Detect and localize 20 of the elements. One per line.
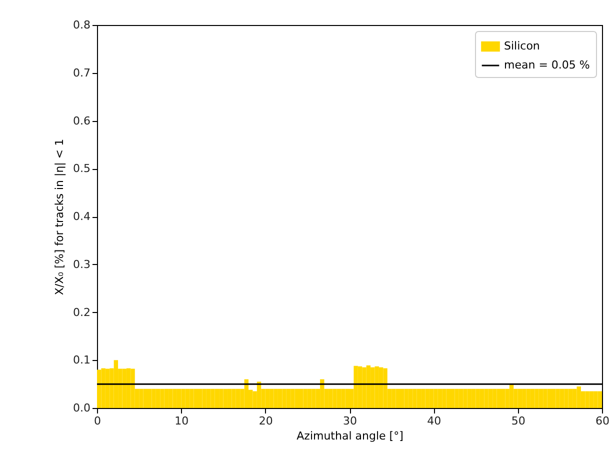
x-tick-label: 20 bbox=[258, 414, 273, 428]
y-tick-label: 0.7 bbox=[73, 66, 90, 80]
y-tick-label: 0.2 bbox=[73, 306, 90, 319]
y-tick-label: 0.1 bbox=[73, 354, 90, 367]
y-tick-label: 0.8 bbox=[73, 18, 90, 32]
x-tick-label: 30 bbox=[343, 414, 357, 428]
y-tick-label: 0.4 bbox=[73, 210, 90, 223]
y-tick-label: 0.0 bbox=[73, 402, 90, 414]
y-axis-title: X/X₀ [%] for tracks in |η| < 1 bbox=[53, 138, 66, 296]
legend-label: Silicon bbox=[504, 40, 540, 52]
y-tick-label: 0.5 bbox=[73, 162, 90, 176]
x-tick-label: 60 bbox=[596, 414, 610, 428]
y-tick-label: 0.6 bbox=[73, 114, 90, 128]
x-tick-label: 40 bbox=[427, 414, 442, 428]
x-tick-label: 50 bbox=[511, 414, 526, 428]
x-axis-title: Azimuthal angle [°] bbox=[296, 430, 404, 442]
x-tick-label: 0 bbox=[94, 414, 101, 428]
x-tick-label: 10 bbox=[174, 414, 189, 428]
y-tick-label: 0.3 bbox=[73, 258, 90, 271]
legend-label: mean = 0.05 % bbox=[504, 58, 590, 72]
